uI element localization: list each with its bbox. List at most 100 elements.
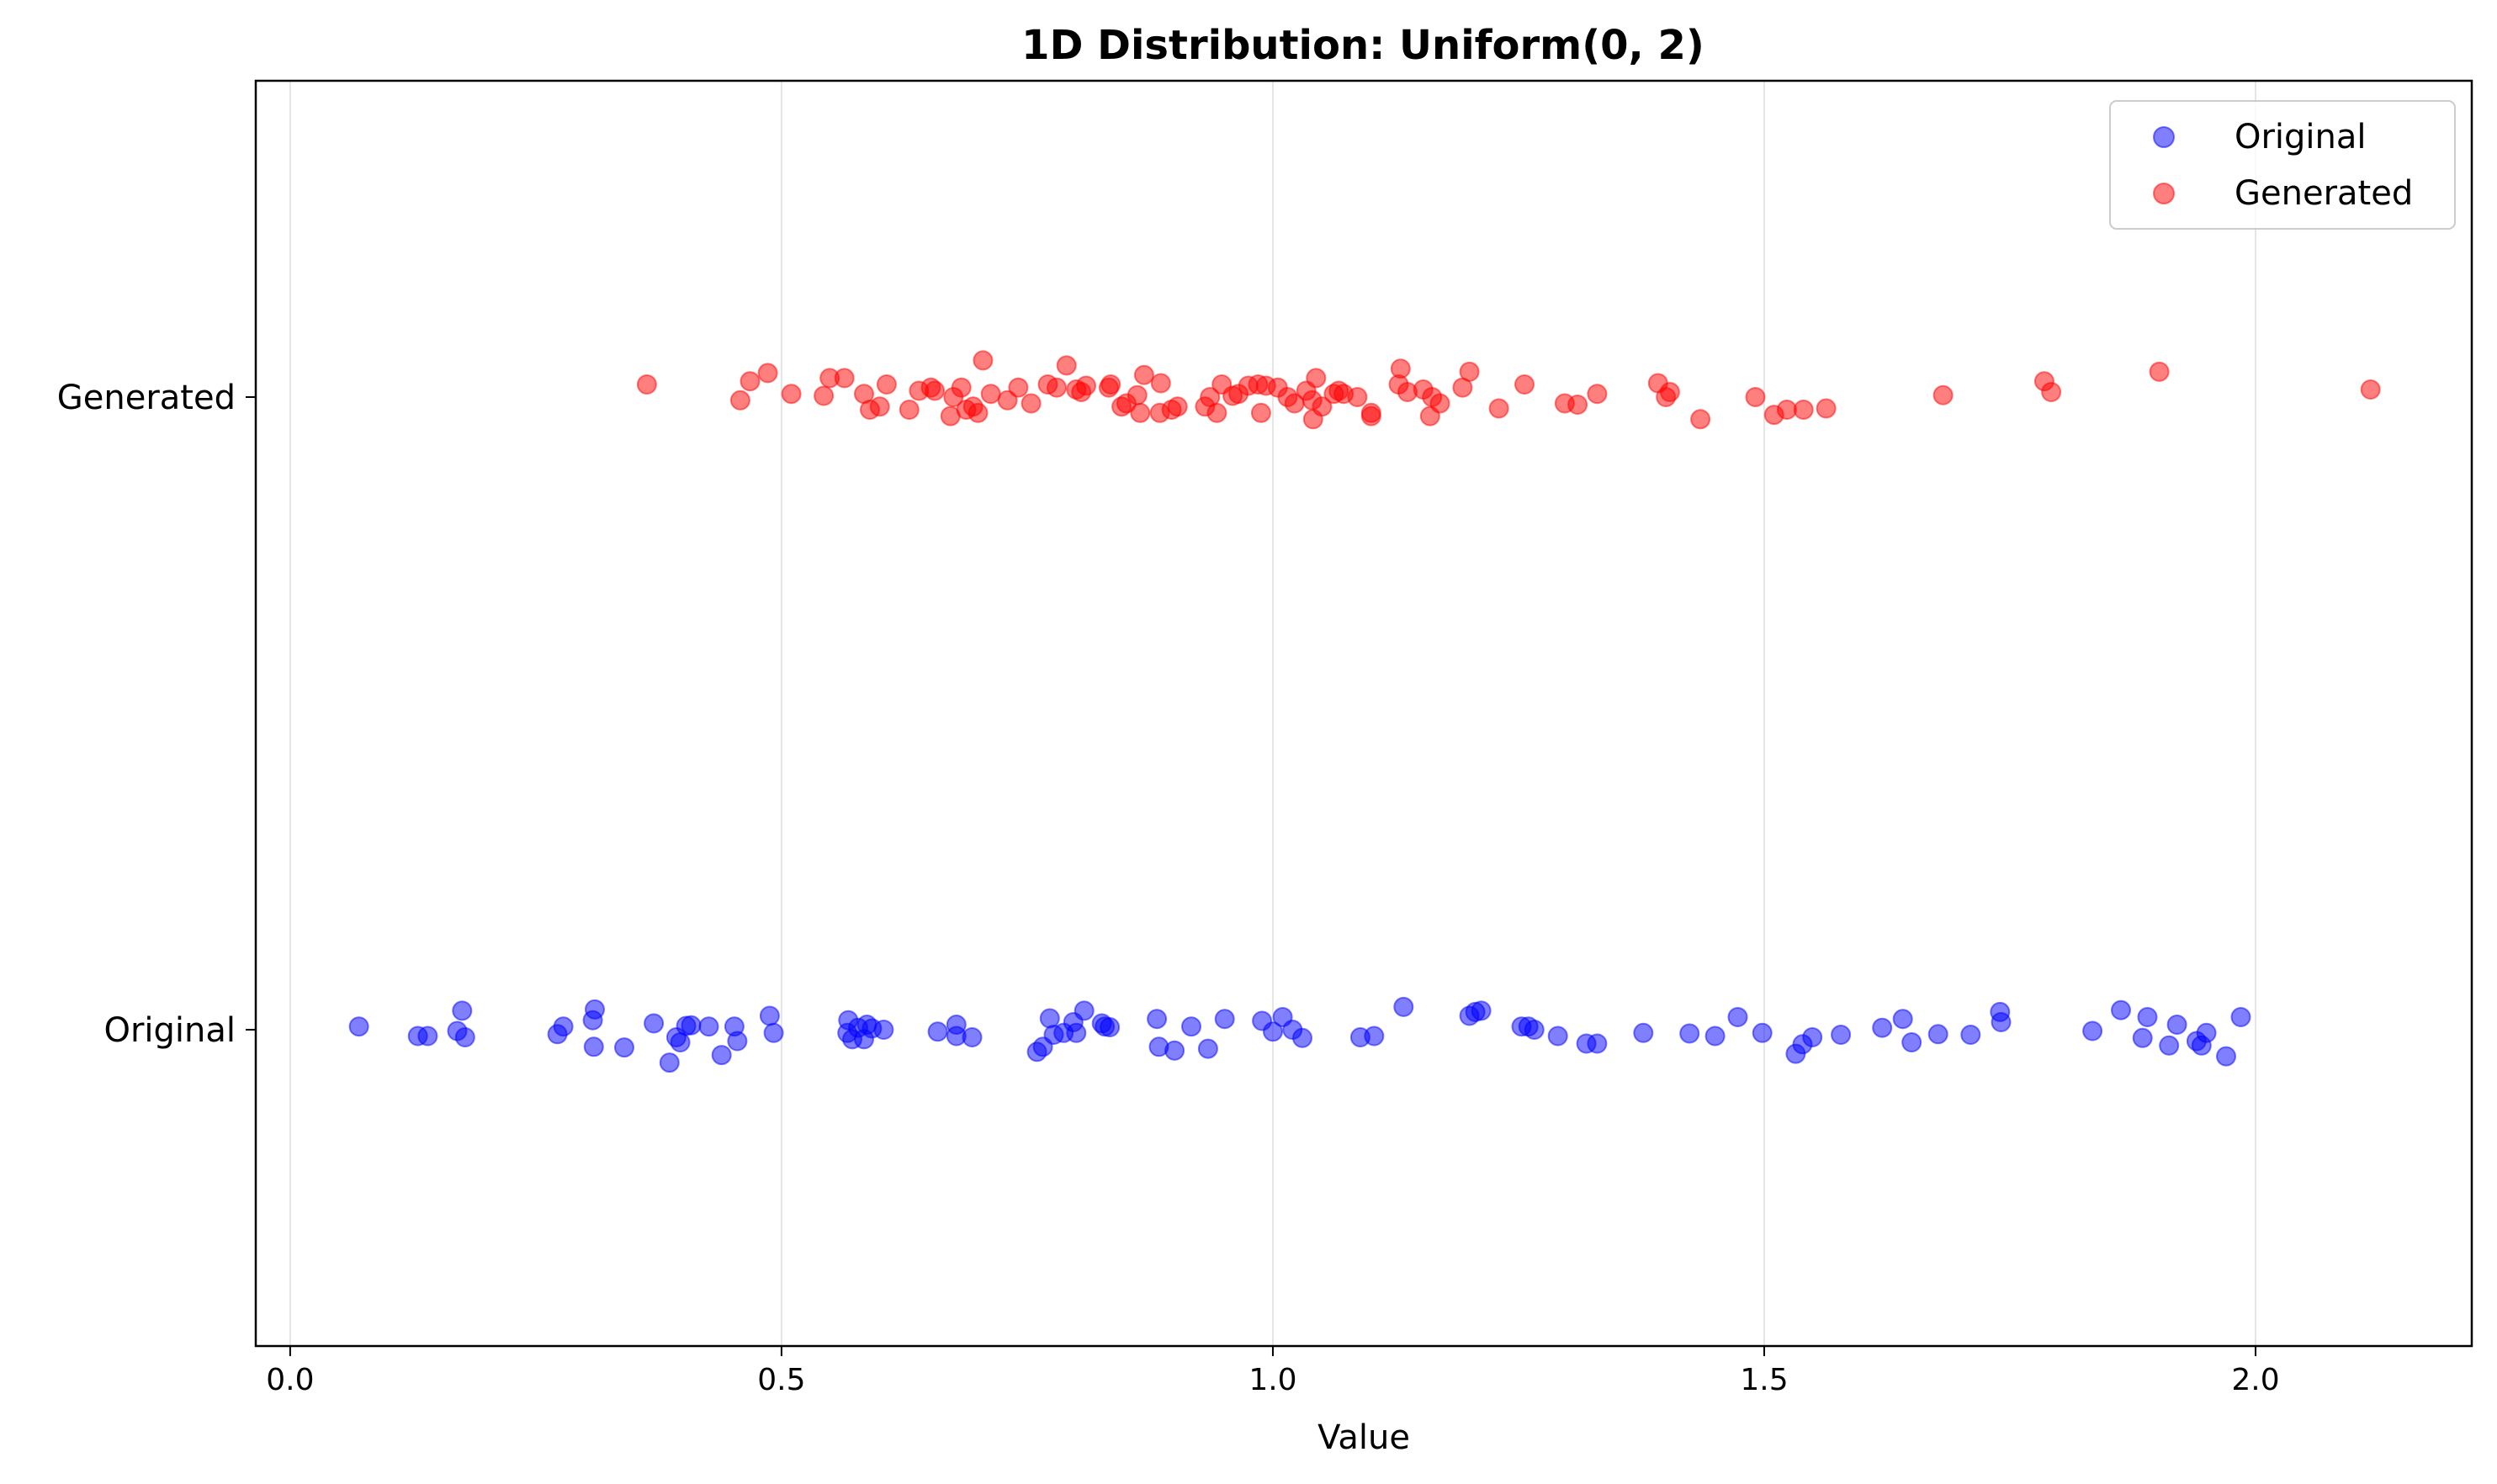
data-point (1816, 398, 1837, 419)
data-point (1147, 1009, 1168, 1030)
data-point (1547, 1026, 1568, 1047)
data-point (1021, 393, 1042, 414)
data-point (968, 402, 989, 423)
data-point (2041, 382, 2062, 402)
data-point (1347, 387, 1368, 407)
data-point (1659, 382, 1680, 402)
data-point (757, 363, 778, 384)
data-point (1793, 400, 1814, 420)
data-point (1130, 402, 1151, 423)
data-point (1047, 377, 1067, 398)
data-point (1364, 1026, 1385, 1047)
data-point (1633, 1022, 1654, 1043)
legend-box (2109, 100, 2456, 230)
plot-area-frame (254, 79, 2473, 1348)
data-point (1727, 1007, 1748, 1027)
data-point (1459, 361, 1480, 382)
data-point (1074, 1000, 1095, 1021)
data-point (1263, 1021, 1283, 1042)
x-axis-ticks: 0.0 0.5 1.0 1.5 2.0 (266, 1346, 2280, 1397)
data-point (1831, 1025, 1852, 1045)
data-point (1587, 1033, 1608, 1054)
data-point (2111, 999, 2131, 1020)
data-point (1960, 1025, 1981, 1045)
data-point (925, 380, 946, 401)
data-point (1752, 1022, 1773, 1043)
data-point (759, 1005, 780, 1026)
data-point (454, 1027, 475, 1047)
data-point (417, 1026, 438, 1047)
data-point (1991, 1012, 2012, 1032)
data-point (681, 1015, 702, 1036)
legend-label-generated: Generated (2235, 174, 2413, 213)
data-point (1872, 1017, 1893, 1038)
data-point (1901, 1032, 1922, 1052)
data-point (2360, 379, 2381, 400)
legend: Original Generated (2109, 100, 2456, 230)
data-point (1100, 374, 1121, 395)
data-point (1776, 400, 1797, 420)
data-point (1150, 373, 1171, 394)
data-point (873, 1020, 894, 1040)
data-point (1133, 364, 1154, 385)
x-tick-label: 0.5 (757, 1363, 805, 1397)
data-point (2137, 1007, 2158, 1027)
data-point (1514, 374, 1535, 395)
data-point (727, 1031, 748, 1052)
x-tick-label: 2.0 (2231, 1363, 2279, 1397)
data-point (1429, 393, 1450, 414)
data-point (899, 400, 920, 420)
data-point (1927, 1024, 1948, 1045)
data-point (1690, 409, 1711, 430)
data-point (1214, 1009, 1235, 1030)
data-point (1250, 402, 1271, 423)
data-point (711, 1045, 732, 1066)
data-point (951, 377, 972, 398)
data-point (1100, 1017, 1121, 1037)
data-point (1206, 402, 1227, 423)
data-point (1066, 1022, 1087, 1043)
y-category-label: Original (103, 1011, 236, 1050)
data-point (763, 1022, 784, 1043)
data-point (1932, 384, 1954, 405)
data-point (553, 1016, 574, 1037)
data-point (1164, 1040, 1185, 1061)
series-generated (636, 350, 2381, 430)
legend-marker-original (2153, 126, 2175, 148)
series-original (348, 996, 2251, 1073)
data-point (1802, 1027, 1823, 1047)
data-point (1008, 377, 1029, 398)
data-point (659, 1052, 680, 1073)
data-point (2196, 1022, 2217, 1043)
data-point (1076, 375, 1096, 396)
grid-lines (289, 81, 2257, 1346)
data-point (1567, 395, 1588, 415)
data-point (1312, 396, 1333, 417)
data-point (1181, 1016, 1201, 1037)
data-point (2132, 1027, 2153, 1048)
data-point (636, 374, 657, 395)
y-axis-ticks: Original Generated (57, 379, 256, 1050)
data-point (740, 371, 761, 392)
data-point (1197, 1038, 1218, 1059)
data-point (583, 1036, 604, 1057)
y-category-label: Generated (57, 379, 236, 417)
data-point (644, 1013, 665, 1034)
x-tick-label: 0.0 (266, 1363, 314, 1397)
data-point (1488, 398, 1509, 419)
data-point (2159, 1035, 2180, 1056)
data-point (1056, 355, 1077, 376)
data-point (1679, 1023, 1700, 1044)
data-point (348, 1016, 369, 1037)
legend-marker-generated (2153, 183, 2175, 204)
data-point (1745, 387, 1766, 407)
data-point (1167, 396, 1188, 417)
data-point (781, 384, 802, 405)
legend-label-original: Original (2235, 118, 2367, 156)
data-point (1587, 384, 1608, 405)
data-point (2230, 1007, 2251, 1027)
data-point (997, 390, 1018, 411)
data-point (962, 1027, 983, 1047)
data-point (1704, 1026, 1726, 1047)
